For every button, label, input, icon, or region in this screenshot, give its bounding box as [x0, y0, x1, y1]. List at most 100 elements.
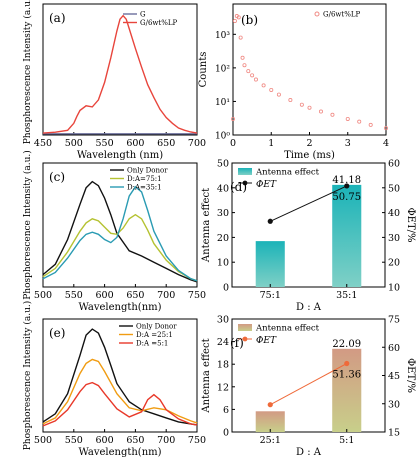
panel-f-xtick-label-1: 5:1: [339, 435, 354, 446]
panel-d-ytick-label-0: 0: [223, 283, 229, 294]
panel-e-legend-label-1: D:A =25:1: [136, 331, 173, 339]
panel-c-panel-label: (c): [49, 170, 65, 184]
panel-f-legend-marker-1: [242, 336, 248, 342]
panel-a-xlabel: Wavelength (nm): [77, 150, 163, 161]
panel-d-y2label: ΦET/%: [405, 207, 416, 242]
panel-f-xtick-label-0: 25:1: [260, 435, 281, 446]
panel-d-phi-value-label-1: 50.75: [332, 192, 361, 203]
panel-c-xtick-label-1: 550: [65, 290, 83, 301]
panel-d-xlabel: D : A: [296, 302, 322, 313]
panel-b-xtick-label-4: 4: [383, 138, 389, 149]
panel-b: 0 1 2 3 4 10⁰ 10¹ 10² 10³ G/6wt%LP Counts Time (ms)…: [198, 3, 389, 161]
panel-f-y2tick-label-2: 45: [388, 371, 400, 382]
panel-d-ytick-label-4: 40: [217, 183, 229, 194]
panel-f-ytick-label-3: 18: [217, 360, 229, 371]
panel-a-legend-label-1: G/6wt%LP: [140, 19, 178, 27]
panel-b-ylabel: Counts: [198, 52, 209, 88]
panel-a-xtick-label-3: 600: [126, 138, 144, 149]
panel-e-series-line-1: [42, 358, 198, 425]
panel-f-y2tick-label-4: 75: [388, 315, 400, 326]
panel-b-decay-point-8: [250, 73, 255, 78]
panel-f-bar-0: [255, 411, 285, 432]
panel-b-ytick-label-1: 10¹: [215, 98, 230, 108]
panel-d-bar-1: [332, 184, 362, 287]
panel-b-xlabel: Time (ms): [284, 150, 335, 161]
panel-f-ytick-label-2: 12: [217, 382, 229, 393]
panel-d-y2tick-label-4: 50: [388, 183, 400, 194]
panel-b-decay-point-18: [345, 116, 350, 121]
panel-f-ytick-label-1: 6: [223, 405, 229, 416]
panel-b-xtick-label-2: 2: [306, 138, 312, 149]
panel-f-phi-point-1: [344, 360, 350, 367]
panel-b-decay-point-15: [307, 105, 312, 110]
panel-c-legend-label-2: D:A=35:1: [127, 184, 162, 192]
panel-c-xlabel: Wavelength(nm): [78, 302, 161, 313]
panel-c-xtick-label-5: 750: [188, 290, 206, 301]
panel-a-xtick-label-5: 700: [188, 138, 206, 149]
panel-b-xtick-label-0: 0: [230, 138, 236, 149]
panel-f-bar-value-label-1: 22.09: [332, 339, 361, 350]
panel-b-xtick-label-1: 1: [268, 138, 274, 149]
panel-e-ylabel: Phosphorescence Intensity (a.u.): [22, 301, 33, 451]
panel-d-phi-point-0: [267, 218, 273, 224]
panel-f-ytick-label-5: 30: [217, 315, 229, 326]
panel-d-y2tick-label-0: 10: [388, 283, 400, 294]
panel-b-xtick-label-3: 3: [345, 138, 351, 149]
panel-f-y2tick-label-1: 30: [388, 399, 400, 410]
panel-f-y2tick-label-0: 15: [388, 428, 400, 439]
panel-b-decay-point-1: [232, 18, 237, 23]
panel-e-xtick-label-0: 500: [34, 435, 52, 446]
panel-b-decay-point-11: [269, 87, 274, 92]
panel-b-decay-point-16: [318, 109, 323, 114]
panel-b-decay-point-4: [238, 35, 243, 40]
panel-b-decay-point-7: [246, 69, 251, 74]
panel-b-decay-point-21: [383, 126, 388, 131]
panel-b-decay-point-17: [330, 112, 335, 117]
panel-b-legend-label-0: G/6wt%LP: [323, 11, 361, 19]
panel-f: 0 6 12 18 24 30 15 30 45 60 75 25:1 5:1 22.09 51.36 Ant…: [201, 315, 416, 459]
panel-c-series-line-1: [42, 213, 198, 282]
panel-c-xtick-label-4: 700: [157, 290, 175, 301]
panel-d-ylabel: Antenna effect: [201, 188, 212, 263]
panel-d-legend-label-1: ΦET: [256, 180, 277, 190]
panel-e-axes-frame: [42, 318, 198, 433]
panel-c-series-line-0: [42, 180, 198, 283]
panel-a-series-line-1: [42, 14, 198, 134]
panel-a-ylabel: Phosphorescence Intensity (a.u.): [22, 0, 33, 144]
panel-b-ytick-label-3: 10³: [215, 31, 230, 41]
panel-d-ytick-label-1: 10: [217, 258, 229, 269]
panel-f-legend-label-1: ΦET: [256, 336, 277, 346]
panel-d-ytick-label-3: 30: [217, 208, 229, 219]
panel-c: 500 550 600 650 700 750 Only DonorD:A=75:1D:A=…: [22, 150, 206, 313]
panel-b-decay-point-13: [288, 98, 293, 103]
panel-b-decay-point-3: [236, 15, 241, 20]
panel-d-axes-frame: [231, 162, 386, 288]
panel-b-decay-point-10: [261, 83, 266, 88]
panel-b-decay-point-0: [230, 116, 235, 121]
panel-e-xtick-label-2: 600: [96, 435, 114, 446]
panel-d-bar-0: [255, 241, 285, 287]
panel-a-xtick-label-0: 450: [34, 138, 52, 149]
panel-e-xlabel: Wavelength(nm): [78, 447, 161, 458]
panel-c-xtick-label-3: 650: [126, 290, 144, 301]
panel-b-legend-marker-0: [314, 11, 320, 17]
panel-a-panel-label: (a): [49, 11, 66, 25]
panel-a-xtick-label-2: 550: [96, 138, 114, 149]
panel-f-phi-line: [270, 363, 348, 406]
panel-a: 450 500 550 600 650 700 GG/6wt%LP Phosphorescen…: [22, 0, 206, 161]
panel-a-xtick-label-1: 500: [65, 138, 83, 149]
panel-d-legend-marker-1: [242, 180, 248, 186]
panel-e-xtick-label-3: 650: [126, 435, 144, 446]
panel-c-ylabel: Phosphorescence Intensity (a.u.): [22, 150, 33, 300]
panel-b-decay-point-6: [242, 63, 247, 68]
panel-f-phi-value-label-1: 51.36: [332, 370, 361, 381]
panel-c-series-line-2: [42, 185, 198, 282]
panel-f-legend-label-0: Antenna effect: [255, 324, 320, 334]
panel-f-xlabel: D : A: [296, 447, 322, 458]
panel-e-xtick-label-1: 550: [65, 435, 83, 446]
panel-b-ytick-label-2: 10²: [215, 64, 230, 74]
panel-e-legend-label-2: D:A =5:1: [136, 340, 168, 348]
panel-d-legend-swatch-0: [238, 168, 252, 175]
